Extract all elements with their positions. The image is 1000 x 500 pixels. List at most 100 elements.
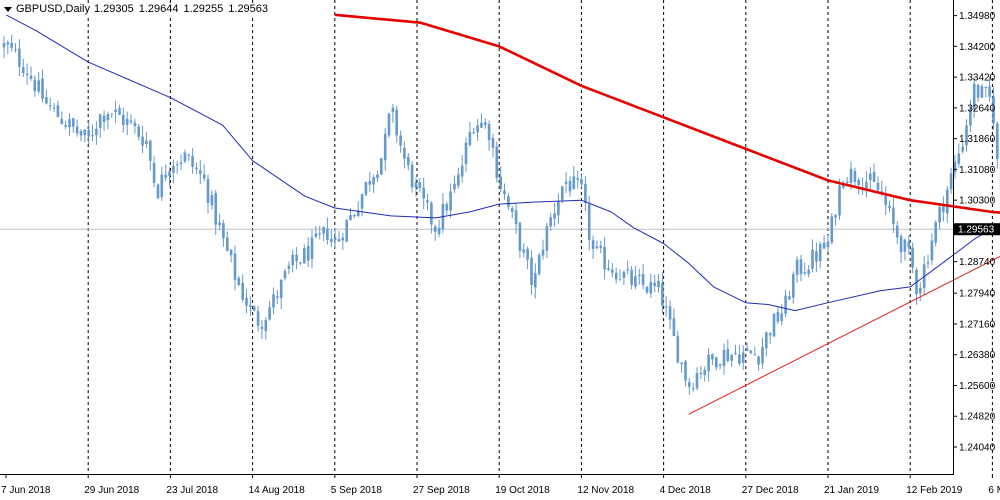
candle bbox=[418, 177, 422, 193]
trendline[interactable] bbox=[688, 141, 1000, 415]
candle-body bbox=[237, 278, 241, 285]
candle bbox=[591, 235, 595, 259]
candle-body bbox=[784, 295, 787, 314]
candle-body bbox=[476, 125, 479, 133]
time-tick-label: 6 Mar 2019 bbox=[988, 485, 1000, 496]
candle bbox=[460, 155, 464, 183]
candle bbox=[942, 196, 945, 222]
candle bbox=[668, 300, 672, 330]
candle-body bbox=[380, 158, 383, 175]
candle-body bbox=[537, 254, 541, 275]
candle bbox=[179, 154, 183, 170]
candle-body bbox=[903, 239, 907, 252]
candle bbox=[611, 263, 614, 278]
candle bbox=[892, 196, 895, 233]
candle bbox=[799, 255, 803, 282]
candle-body bbox=[599, 245, 603, 248]
candle-body bbox=[222, 223, 225, 238]
candle bbox=[545, 223, 549, 258]
candle bbox=[649, 273, 653, 298]
candle-body bbox=[826, 241, 830, 248]
candle bbox=[795, 256, 799, 283]
candle-body bbox=[745, 348, 749, 351]
candle-body bbox=[895, 225, 899, 238]
price-tick-label: 1.30300 bbox=[959, 196, 996, 207]
candle-body bbox=[64, 125, 67, 127]
candle-body bbox=[972, 83, 976, 110]
candle bbox=[214, 189, 217, 236]
candle bbox=[145, 131, 148, 148]
candle bbox=[303, 244, 306, 264]
candle-body bbox=[869, 173, 872, 181]
candle bbox=[322, 226, 325, 241]
candle-body bbox=[718, 364, 722, 366]
candle-body bbox=[942, 206, 945, 213]
candle-body bbox=[926, 262, 930, 264]
candle-body bbox=[291, 254, 294, 265]
candle bbox=[152, 156, 156, 188]
candle bbox=[638, 268, 641, 285]
candle bbox=[368, 171, 372, 192]
candle-body bbox=[341, 237, 345, 241]
candle bbox=[333, 228, 337, 249]
candle-body bbox=[52, 107, 56, 109]
candle bbox=[268, 301, 271, 321]
candle bbox=[272, 287, 275, 315]
candle bbox=[688, 377, 691, 395]
candle-body bbox=[853, 170, 857, 182]
candle-body bbox=[414, 182, 418, 188]
candle bbox=[568, 175, 572, 197]
candle-body bbox=[803, 272, 807, 274]
candle bbox=[484, 118, 487, 129]
candle-body bbox=[822, 242, 826, 249]
candle bbox=[803, 262, 807, 276]
candle-body bbox=[426, 200, 429, 203]
candle bbox=[468, 121, 472, 147]
candle bbox=[953, 155, 957, 179]
candle-body bbox=[187, 154, 191, 156]
candle-body bbox=[722, 350, 726, 367]
candle-body bbox=[322, 226, 325, 234]
price-tick-label: 1.34200 bbox=[959, 42, 996, 53]
symbol-timeframe-label: GBPUSD,Daily bbox=[16, 3, 90, 15]
candle bbox=[534, 263, 537, 299]
candle bbox=[330, 228, 333, 247]
symbol-menu-icon[interactable] bbox=[4, 6, 12, 12]
candle bbox=[25, 63, 29, 85]
trendline-layer[interactable] bbox=[688, 141, 1000, 415]
candle bbox=[961, 140, 964, 154]
candle bbox=[815, 242, 818, 273]
candle-body bbox=[129, 120, 133, 123]
candle bbox=[895, 221, 899, 245]
candle-body bbox=[122, 114, 125, 125]
candle bbox=[206, 174, 210, 214]
candle bbox=[949, 167, 953, 194]
candle bbox=[449, 183, 452, 218]
candle bbox=[87, 121, 90, 145]
candle bbox=[60, 111, 64, 125]
candle-body bbox=[946, 189, 949, 214]
candle bbox=[195, 162, 198, 174]
candle bbox=[653, 274, 656, 293]
candle-body bbox=[584, 183, 587, 203]
candle bbox=[753, 346, 757, 356]
candle-body bbox=[268, 307, 271, 320]
candle-body bbox=[468, 132, 472, 145]
candle bbox=[95, 121, 98, 145]
candle-body bbox=[811, 249, 814, 269]
candle-body bbox=[283, 271, 287, 279]
time-tick-label: 12 Nov 2018 bbox=[577, 485, 634, 496]
candle bbox=[907, 235, 911, 255]
candle bbox=[476, 119, 479, 141]
candle-body bbox=[703, 369, 706, 375]
candle bbox=[926, 254, 930, 269]
candle bbox=[718, 363, 722, 370]
candle bbox=[734, 345, 737, 356]
low-price: 1.29255 bbox=[183, 3, 224, 15]
candle bbox=[811, 239, 814, 273]
candle bbox=[695, 367, 699, 391]
candle-body bbox=[125, 118, 129, 125]
candle-body bbox=[587, 203, 591, 240]
